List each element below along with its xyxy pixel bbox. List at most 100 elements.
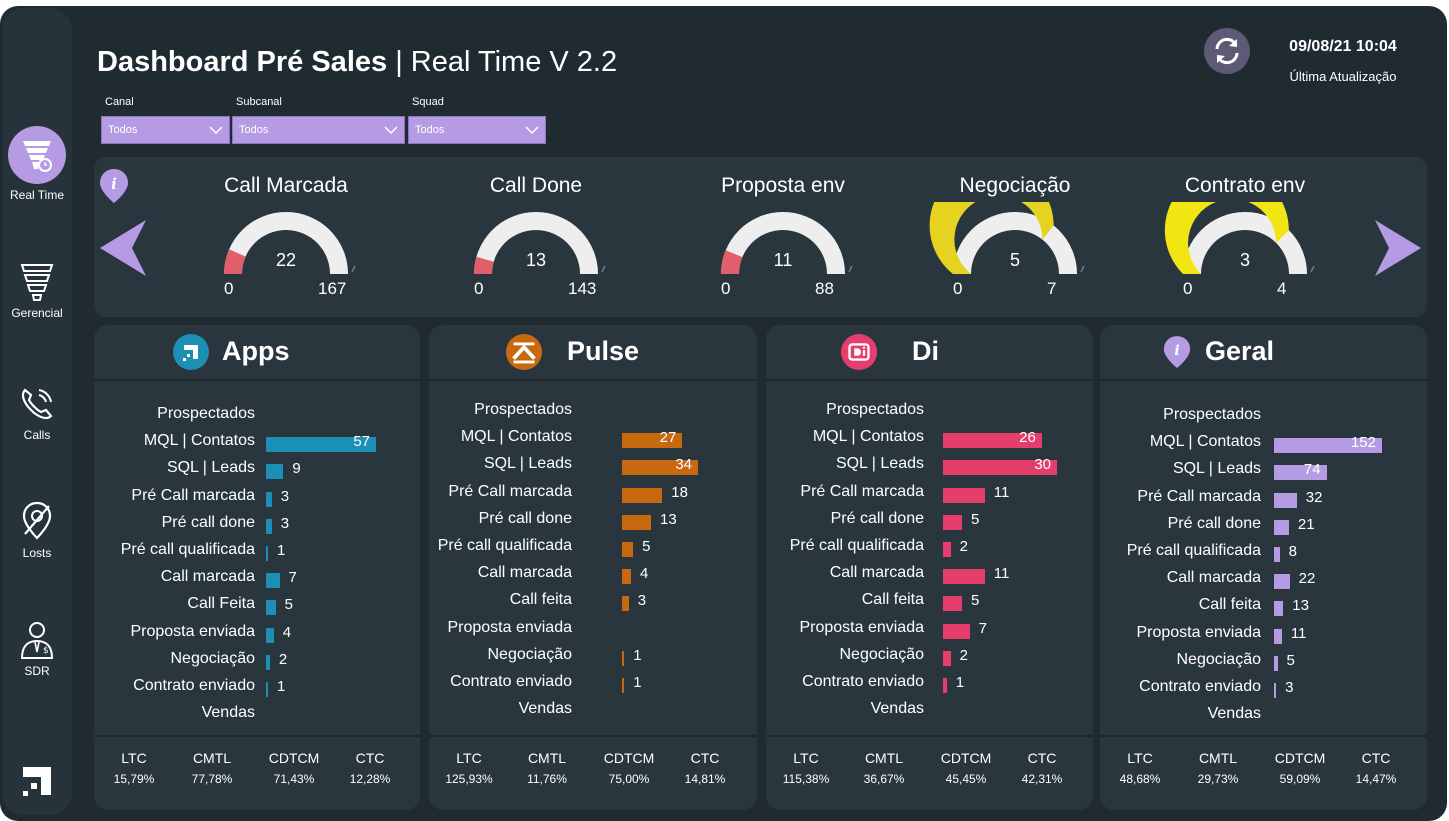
funnel-bar-value: 11 bbox=[993, 483, 1010, 501]
funnel-row: MQL | Contatos 27 bbox=[429, 428, 757, 455]
refresh-button[interactable] bbox=[1204, 28, 1250, 74]
funnel-row-label: Vendas bbox=[870, 700, 924, 718]
gauge: Negociação 5 0 7 bbox=[915, 174, 1115, 314]
funnel-row: SQL | Leads 34 bbox=[429, 455, 757, 482]
kpi-value: 42,31% bbox=[1021, 772, 1063, 786]
funnel-bar bbox=[266, 654, 270, 670]
next-arrow-icon[interactable] bbox=[1373, 218, 1423, 278]
funnel-row-label: Pré call qualificada bbox=[437, 537, 572, 554]
gauge-max: 167 bbox=[318, 279, 347, 298]
funnel-row-label: Proposta enviada bbox=[447, 618, 572, 636]
sidebar-item-sdr[interactable]: $ SDR bbox=[2, 620, 72, 678]
funnel-bar-value: 74 bbox=[1303, 461, 1321, 479]
funnel-row-label: Contrato enviado bbox=[450, 673, 572, 690]
subcanal-select[interactable]: Todos bbox=[232, 116, 405, 144]
kpi-value: 77,78% bbox=[191, 772, 233, 786]
gauge-fill bbox=[721, 250, 743, 274]
funnel-bar bbox=[1274, 628, 1282, 644]
funnel-bar bbox=[622, 514, 652, 530]
gauge-fill bbox=[474, 256, 494, 274]
funnel-row: Call feita 13 bbox=[1100, 596, 1427, 623]
funnel-row-label: MQL | Contatos bbox=[812, 428, 924, 446]
funnel-bar bbox=[266, 546, 268, 561]
gauge-max: 143 bbox=[568, 279, 597, 298]
sidebar: Real Time Gerencial Calls bbox=[2, 8, 72, 815]
gauge-target-tick bbox=[1080, 265, 1085, 273]
funnel-bar-value: 4 bbox=[282, 623, 292, 641]
funnel-bar-value: 1 bbox=[633, 674, 642, 691]
gauge-fill bbox=[224, 249, 246, 274]
kpi-ltc: LTC 15,79% bbox=[94, 750, 174, 786]
funnel-row: Pré Call marcada 3 bbox=[94, 487, 420, 514]
funnel-row: MQL | Contatos 152 bbox=[1100, 433, 1427, 460]
funnel-row-label: Contrato enviado bbox=[133, 677, 255, 694]
gauge: Call Done 13 0 143 bbox=[436, 174, 636, 314]
kpi-row: LTC 115,38% CMTL 36,67% CDTCM 45,45% CTC 42,31% bbox=[766, 750, 1093, 800]
funnel-row: Negociação 5 bbox=[1100, 651, 1427, 678]
kpi-ltc: LTC 115,38% bbox=[766, 750, 846, 786]
funnel-row-label: Negociação bbox=[1176, 650, 1262, 668]
funnel-bar-value: 57 bbox=[353, 433, 370, 451]
funnel-row-label: MQL | Contatos bbox=[143, 432, 255, 450]
funnel-row: MQL | Contatos 57 bbox=[94, 432, 420, 459]
info-icon[interactable]: i bbox=[98, 168, 130, 204]
dashboard-window: Real Time Gerencial Calls bbox=[0, 6, 1447, 821]
gauge-arc bbox=[224, 211, 356, 274]
funnel-bar bbox=[266, 437, 376, 453]
funnel-row-label: Pré call qualificada bbox=[789, 537, 924, 554]
funnel-bar bbox=[1274, 438, 1382, 454]
funnel-bar bbox=[266, 573, 280, 589]
svg-text:$: $ bbox=[43, 646, 49, 656]
funnel-row: Pré call done 21 bbox=[1100, 515, 1427, 542]
filter-label: Squad bbox=[412, 96, 444, 108]
kpi-name: CDTCM bbox=[1274, 750, 1326, 766]
chevron-down-icon bbox=[209, 126, 223, 134]
funnel-row: Negociação 2 bbox=[94, 650, 420, 677]
previous-arrow-icon[interactable] bbox=[98, 218, 148, 278]
funnel-bar-value: 2 bbox=[959, 538, 968, 555]
panel-di: Di Prospectados MQL | Contatos 26 SQL | Lead… bbox=[766, 325, 1093, 810]
funnel-bar-value: 152 bbox=[1350, 434, 1376, 452]
canal-select[interactable]: Todos bbox=[101, 116, 230, 144]
sidebar-item-real-time[interactable]: Real Time bbox=[2, 126, 72, 202]
funnel-bar bbox=[1274, 655, 1278, 671]
funnel-bar bbox=[622, 542, 634, 557]
funnel-row-label: Pré Call marcada bbox=[800, 482, 924, 500]
divider bbox=[1100, 735, 1427, 737]
filter-canal: Canal Todos bbox=[101, 96, 230, 144]
funnel-bar bbox=[943, 542, 951, 557]
funnel-icon bbox=[20, 264, 54, 301]
squad-select[interactable]: Todos bbox=[408, 116, 546, 144]
kpi-value: 75,00% bbox=[608, 772, 650, 786]
funnel-row-label: Vendas bbox=[518, 700, 572, 718]
select-value: Todos bbox=[239, 124, 269, 136]
gauge-min: 0 bbox=[1183, 279, 1193, 298]
funnel-bar bbox=[943, 596, 962, 612]
funnel-row-label: SQL | Leads bbox=[835, 455, 924, 473]
person-tie-icon: $ bbox=[20, 622, 54, 659]
funnel-bar bbox=[622, 460, 698, 476]
sidebar-item-losts[interactable]: Losts bbox=[2, 500, 72, 560]
funnel-row-label: Pré call done bbox=[1167, 514, 1261, 532]
panel-geral: i Geral Prospectados MQL | Contatos 152 SQL |… bbox=[1100, 325, 1427, 810]
kpi-value: 125,93% bbox=[445, 772, 493, 786]
funnel-bar-value: 8 bbox=[1288, 543, 1298, 560]
funnel-row: Contrato enviado 1 bbox=[766, 673, 1093, 700]
divider bbox=[429, 735, 757, 737]
funnel-row: Call Feita 5 bbox=[94, 595, 420, 622]
last-update-label: Última Atualização bbox=[1289, 69, 1397, 84]
gauge-arc bbox=[721, 211, 853, 274]
funnel-bar-value: 3 bbox=[280, 487, 290, 505]
funnel-row-label: MQL | Contatos bbox=[1149, 433, 1261, 451]
sidebar-item-calls[interactable]: Calls bbox=[2, 384, 72, 442]
sidebar-item-label: Calls bbox=[23, 428, 51, 442]
gauge-min: 0 bbox=[474, 279, 484, 298]
funnel-row-label: Call feita bbox=[1198, 596, 1261, 614]
funnel-row-label: MQL | Contatos bbox=[460, 428, 572, 446]
funnel-row: Prospectados bbox=[766, 401, 1093, 428]
funnel-bar bbox=[622, 650, 625, 666]
gauge-value: 22 bbox=[275, 250, 297, 270]
funnel-row: Pré Call marcada 32 bbox=[1100, 488, 1427, 515]
sidebar-item-gerencial[interactable]: Gerencial bbox=[2, 262, 72, 320]
funnel-bar-value: 5 bbox=[971, 592, 980, 610]
